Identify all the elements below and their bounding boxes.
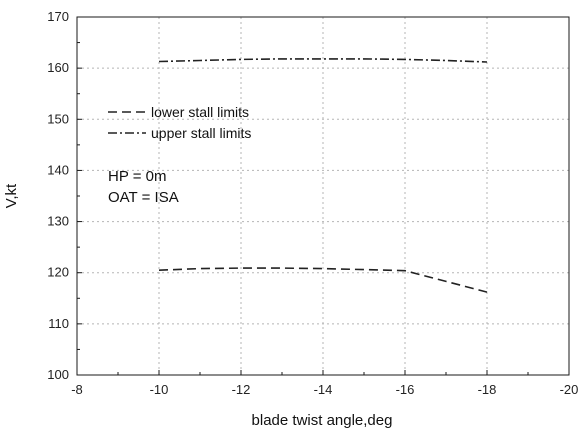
annotation-hp: HP = 0m: [108, 168, 167, 185]
x-tick-label: -16: [396, 382, 415, 397]
x-axis-ticks: -8 -10 -12 -14 -16 -18 -20: [71, 370, 578, 397]
x-tick-label: -8: [71, 382, 83, 397]
x-tick-label: -12: [232, 382, 251, 397]
x-tick-label: -10: [150, 382, 169, 397]
x-tick-label: -18: [478, 382, 497, 397]
x-tick-label: -20: [560, 382, 579, 397]
legend-label-lower-stall-limits: lower stall limits: [151, 104, 249, 120]
x-axis-title: blade twist angle,deg: [252, 412, 393, 429]
y-axis-ticks: 100 110 120 130 140 150 160 170: [47, 9, 82, 382]
y-tick-label: 150: [47, 111, 69, 126]
grid: [77, 17, 569, 375]
series-line-lower-stall-limits: [158, 267, 488, 293]
legend-label-upper-stall-limits: upper stall limits: [151, 125, 251, 141]
x-tick-label: -14: [314, 382, 333, 397]
annotation-oat: OAT = ISA: [108, 189, 179, 206]
y-tick-label: 100: [47, 367, 69, 382]
y-tick-label: 170: [47, 9, 69, 24]
series-line-upper-stall-limits: [158, 58, 488, 63]
legend: lower stall limits upper stall limits: [108, 104, 251, 141]
y-tick-label: 110: [48, 316, 69, 331]
y-tick-label: 140: [47, 162, 69, 177]
y-tick-label: 160: [47, 60, 69, 75]
series-layer: [158, 58, 488, 293]
y-axis-title: V,kt: [3, 183, 20, 208]
y-tick-label: 120: [47, 265, 69, 280]
y-tick-label: 130: [47, 214, 69, 229]
